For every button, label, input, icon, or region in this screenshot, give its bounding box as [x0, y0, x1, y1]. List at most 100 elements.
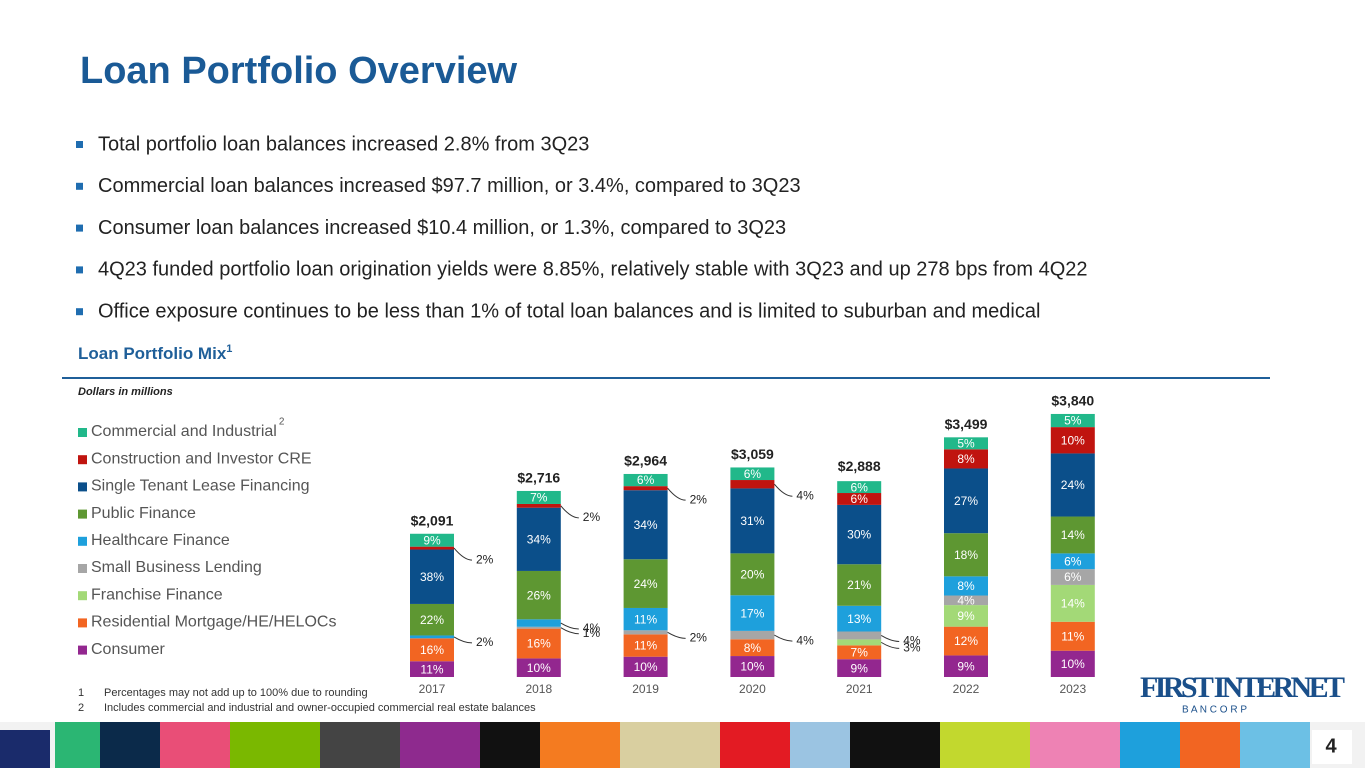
bar-segment — [944, 576, 988, 596]
bar-segment — [837, 659, 882, 677]
data-label: 1% — [583, 626, 601, 640]
tile — [720, 722, 790, 768]
bar-segment — [730, 595, 775, 631]
leader-line — [774, 634, 793, 642]
legend-label: Commercial and Industrial — [91, 423, 277, 440]
bar-segment — [1050, 427, 1095, 454]
data-label: 2% — [583, 510, 601, 524]
legend-note: 2 — [279, 417, 285, 428]
legend-label: Public Finance — [91, 505, 196, 522]
bar-segment — [944, 626, 988, 656]
tile — [850, 722, 940, 768]
bullet-marker — [76, 224, 83, 232]
bar-segment — [410, 661, 454, 677]
bar-segment — [516, 503, 561, 508]
bar-segment — [944, 468, 988, 534]
data-label: 6% — [1064, 570, 1082, 584]
total-label: $3,499 — [945, 416, 988, 432]
data-label: 6% — [637, 473, 655, 487]
bar-segment — [410, 638, 454, 662]
total-label: $2,716 — [517, 470, 560, 486]
leader-line — [774, 483, 793, 497]
bar-segment — [410, 546, 454, 550]
x-tick-label: 2019 — [632, 682, 659, 696]
title: Loan Portfolio Overview — [80, 50, 518, 92]
leader-line — [560, 505, 579, 519]
bar-segment — [516, 507, 561, 571]
bar-segment — [516, 570, 561, 620]
data-label: 21% — [847, 578, 871, 592]
data-label: 6% — [744, 467, 762, 481]
bar-segment — [944, 605, 988, 627]
chart-heading: Loan Portfolio Mix1 — [78, 343, 232, 364]
data-label: 16% — [420, 643, 444, 657]
data-label: 16% — [527, 637, 551, 651]
tile — [320, 722, 400, 768]
data-label: 10% — [634, 660, 658, 674]
bullet-marker — [76, 182, 83, 190]
leader-line — [667, 631, 686, 639]
data-label: 10% — [1061, 657, 1085, 671]
data-label: 4% — [796, 633, 814, 647]
tile — [1180, 722, 1240, 768]
bar-segment — [623, 607, 668, 631]
heading-text: Loan Portfolio Mix — [78, 344, 227, 363]
data-label: 9% — [423, 533, 441, 547]
bar-segment — [623, 634, 668, 657]
legend-label: Small Business Lending — [91, 559, 262, 576]
x-tick-label: 2022 — [953, 682, 980, 696]
bar-segment — [410, 549, 454, 604]
legend-swatch — [78, 591, 87, 601]
x-tick-label: 2017 — [419, 682, 446, 696]
bar-segment — [623, 559, 668, 608]
data-label: 2% — [690, 492, 708, 506]
bar-segment — [730, 480, 775, 489]
bar-segment — [837, 639, 882, 646]
legend-swatch — [78, 509, 87, 519]
leader-line — [667, 487, 686, 501]
data-label: 3% — [903, 641, 921, 655]
data-label: 34% — [634, 518, 658, 532]
bar-segment — [1050, 453, 1095, 517]
bar-segment — [1050, 413, 1095, 428]
data-label: 14% — [1061, 597, 1085, 611]
data-label: 6% — [851, 480, 869, 494]
data-label: 8% — [957, 452, 975, 466]
bar-segment — [730, 488, 775, 554]
data-label: 4% — [583, 621, 601, 635]
data-label: 2% — [476, 635, 494, 649]
bar-segment — [516, 626, 561, 629]
bar-segment — [1050, 569, 1095, 585]
tile — [1240, 722, 1310, 768]
tile — [0, 730, 50, 768]
tile — [1030, 722, 1120, 768]
data-label: 6% — [1064, 554, 1082, 568]
legend-swatch — [78, 645, 87, 655]
data-label: 13% — [847, 612, 871, 626]
bar-segment — [1050, 621, 1095, 651]
total-label: $2,888 — [838, 458, 881, 474]
data-label: 34% — [527, 532, 551, 546]
units-note: Dollars in millions — [78, 386, 173, 398]
page-number: 4 — [1325, 735, 1337, 757]
legend-label: Healthcare Finance — [91, 532, 230, 549]
bar-segment — [837, 481, 882, 494]
data-label: 9% — [851, 661, 869, 675]
bar-segment — [944, 437, 988, 450]
bar-segment — [623, 630, 668, 635]
data-label: 27% — [954, 494, 978, 508]
leader-line — [560, 622, 579, 630]
logo: FIRST INTERNET B A N C O R P — [1140, 671, 1345, 716]
bar-segment — [623, 656, 668, 677]
x-tick-label: 2018 — [525, 682, 552, 696]
bar-segment — [516, 619, 561, 627]
bar-segment — [837, 605, 882, 632]
data-label: 5% — [1064, 414, 1082, 428]
data-label: 6% — [851, 492, 869, 506]
bullet-text: Office exposure continues to be less tha… — [98, 300, 1040, 322]
decor-strip — [0, 722, 1365, 768]
logo-sub: B A N C O R P — [1182, 705, 1247, 716]
page-box — [1312, 730, 1352, 764]
legend-swatch — [78, 482, 87, 492]
